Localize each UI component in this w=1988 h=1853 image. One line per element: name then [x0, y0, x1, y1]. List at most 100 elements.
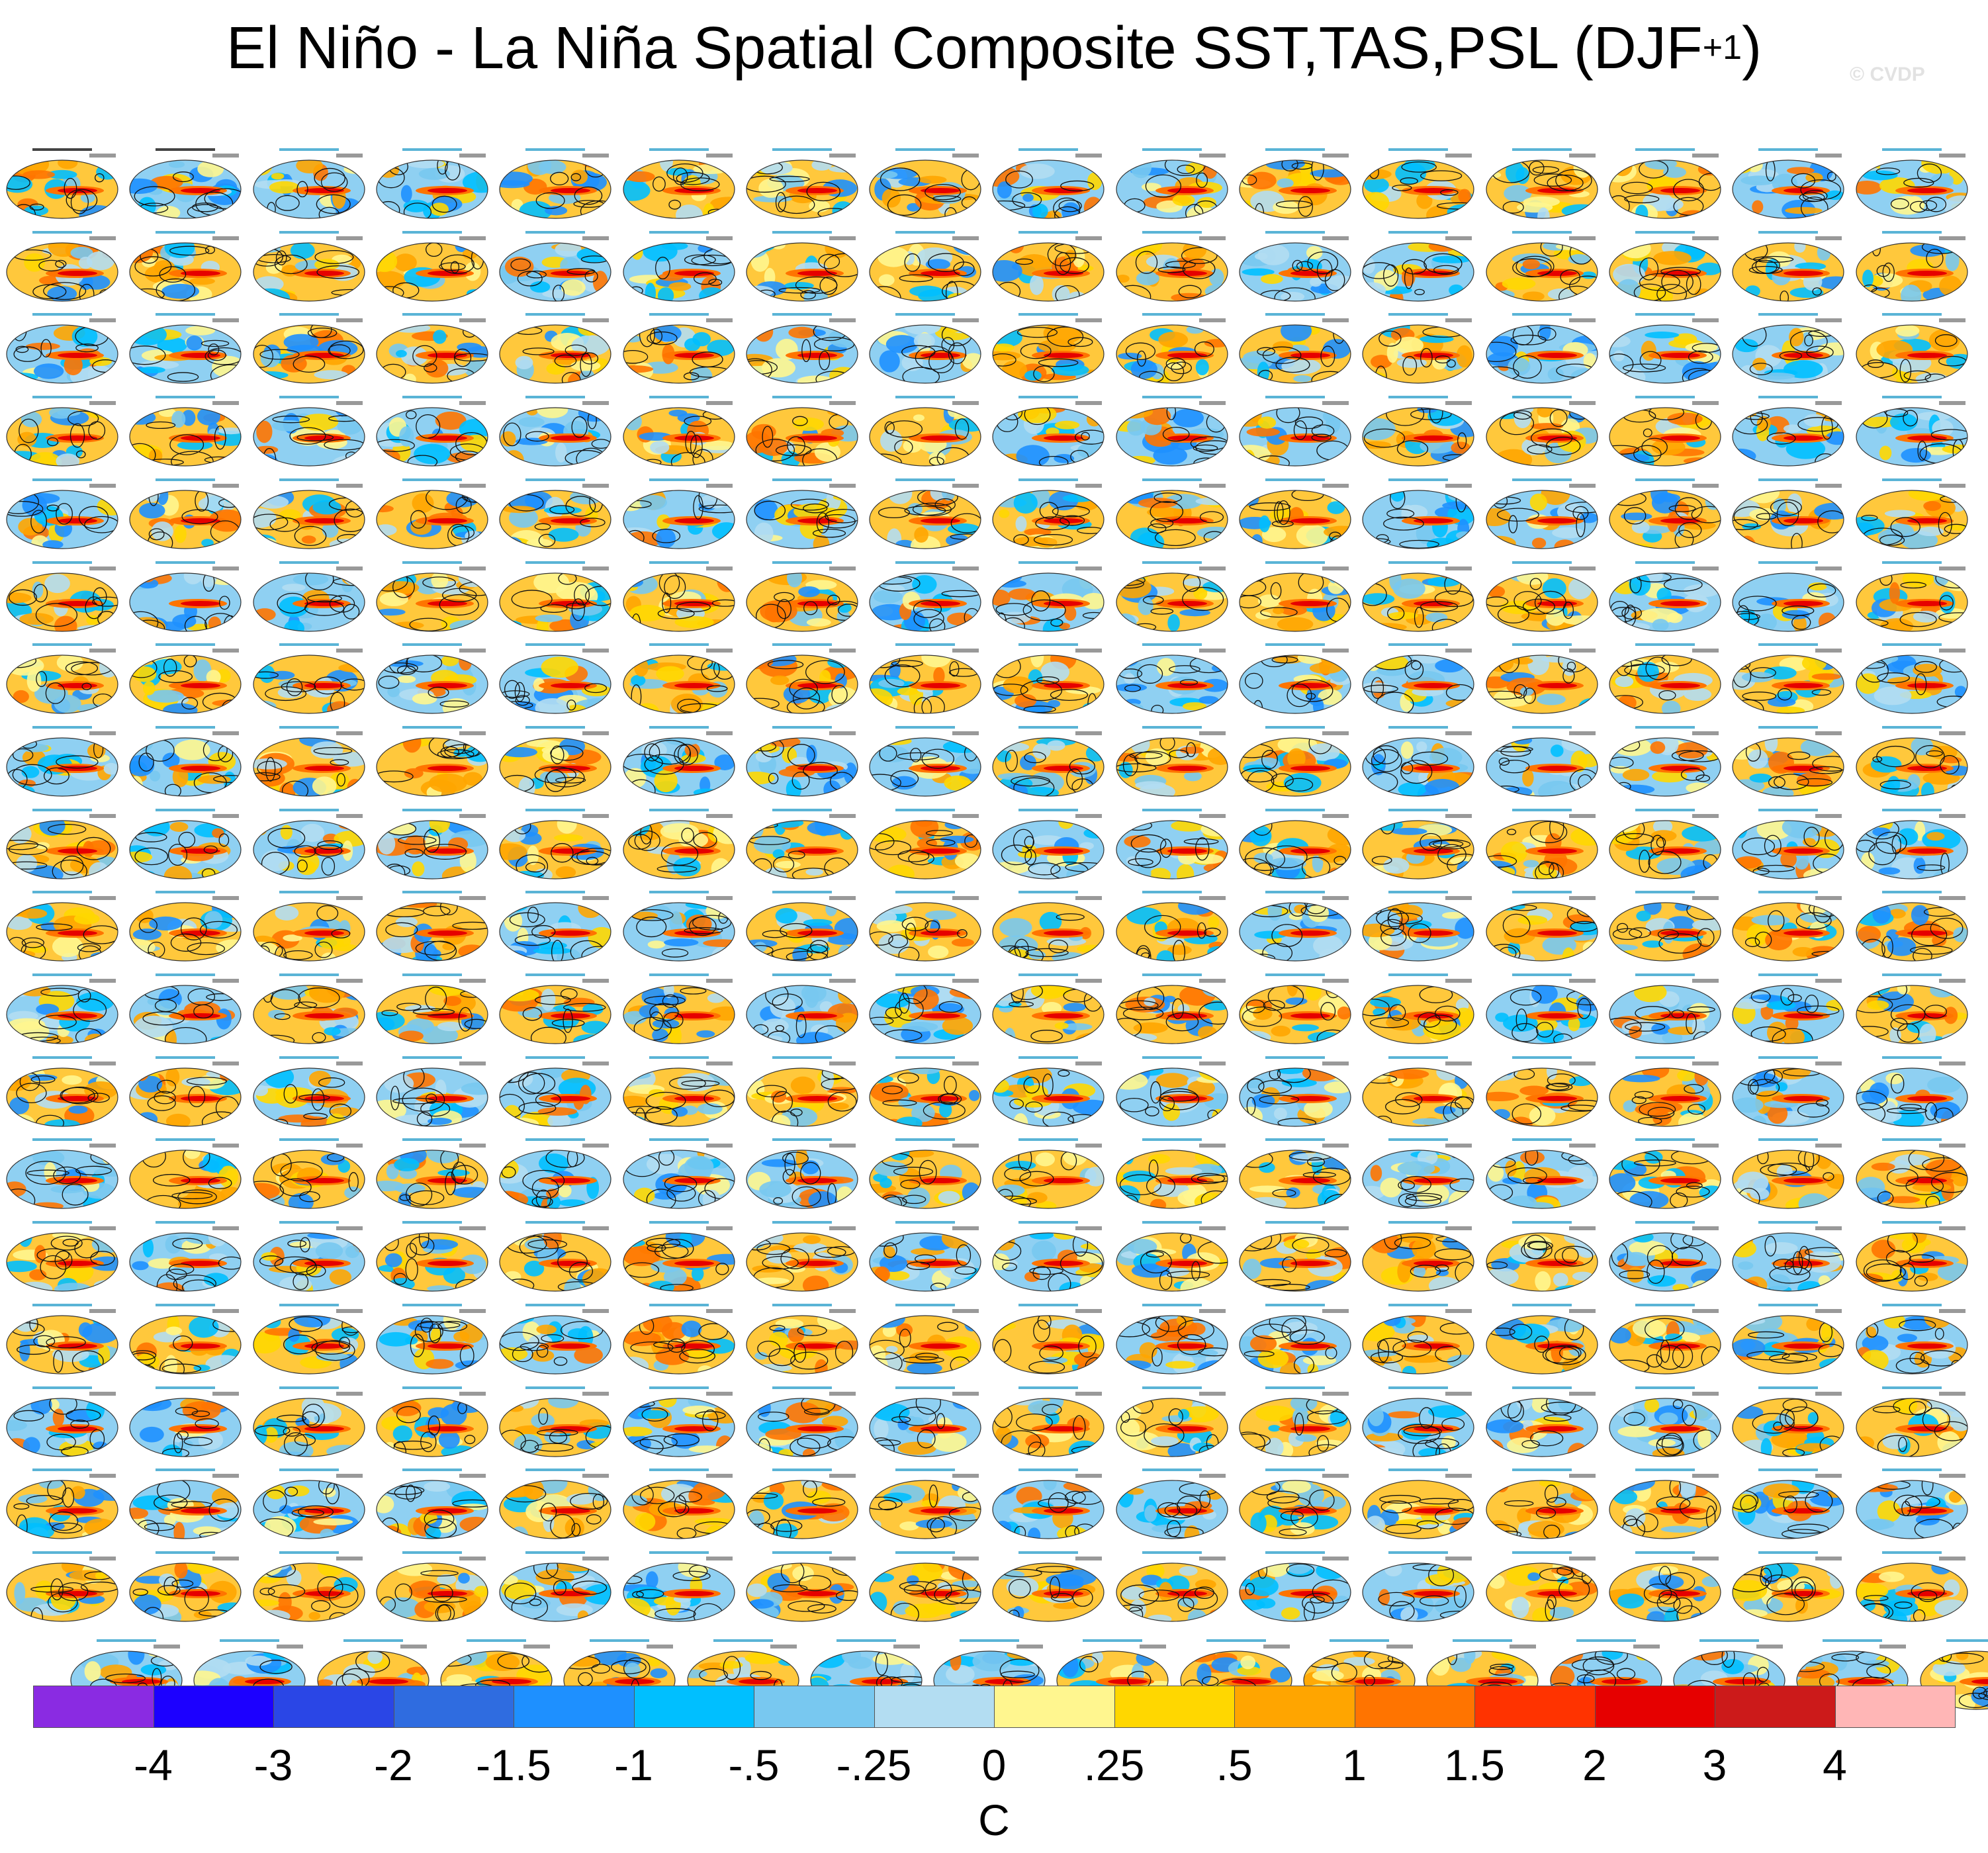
map-panel-outline [376, 242, 488, 302]
map-panel-svg [1485, 561, 1598, 632]
map-panel-stats [582, 979, 610, 983]
map-panel-svg [746, 808, 858, 880]
map-panel-stats [459, 1144, 486, 1148]
map-panel-title [1388, 973, 1449, 976]
map-panel-outline [1855, 324, 1968, 384]
map-panel-stats [1075, 896, 1103, 901]
map-panel-outline [6, 490, 118, 549]
map-panel-outline [1239, 1067, 1351, 1127]
map-panel-svg [376, 1056, 488, 1127]
map-panel [1485, 806, 1598, 884]
map-panel [376, 806, 488, 884]
map-panel-stats [459, 483, 486, 488]
map-panel-svg [1239, 313, 1351, 384]
map-panel-svg [1732, 973, 1844, 1044]
map-panel-outline [252, 1315, 365, 1375]
map-panel [376, 641, 488, 719]
map-panel-outline [992, 1397, 1105, 1457]
map-panel [746, 146, 858, 224]
map-panel-svg [992, 725, 1105, 797]
colorbar-box [754, 1686, 875, 1728]
map-panel [869, 641, 981, 719]
map-panel-outline [376, 902, 488, 962]
map-panel-title [156, 643, 216, 647]
map-panel-svg [1239, 1221, 1351, 1292]
map-panel-svg [1116, 725, 1228, 797]
colorbar-tick-label: 1.5 [1444, 1740, 1505, 1789]
map-panel-title [1330, 1639, 1389, 1642]
map-panel-outline [869, 819, 981, 880]
map-panel-title [402, 808, 462, 811]
map-panel-svg [869, 1469, 981, 1539]
map-panel [499, 888, 611, 966]
map-panel [376, 888, 488, 966]
map-panel-title [1265, 1386, 1325, 1389]
map-panel-svg [622, 1386, 735, 1457]
map-panel-stats [705, 1144, 733, 1148]
colorbar-tick-label: -2 [374, 1740, 413, 1789]
map-panel-outline [376, 159, 488, 219]
map-panel-outline [869, 737, 981, 797]
map-panel-title [895, 1303, 956, 1306]
map-panel-stats [1075, 979, 1103, 983]
map-panel-stats [1815, 813, 1842, 818]
colorbar-box [1594, 1686, 1715, 1728]
map-panel-svg [316, 1639, 429, 1710]
map-panel-stats [1445, 401, 1472, 406]
map-panel-outline [499, 242, 611, 302]
map-panel [1732, 1301, 1844, 1379]
map-panel-stats [582, 1226, 610, 1231]
map-panel-outline [499, 1397, 611, 1457]
map-panel-title [1265, 561, 1325, 564]
map-panel-svg [1116, 478, 1228, 549]
map-panel-title [525, 148, 586, 151]
map-panel-outline [1855, 572, 1968, 632]
map-panel-outline [1362, 242, 1474, 302]
map-panel-stats [1075, 1556, 1103, 1560]
map-panel-svg [1732, 808, 1844, 880]
map-panel-outline [1362, 324, 1474, 384]
map-panel-title [1635, 891, 1695, 894]
map-panel [499, 1466, 611, 1544]
map-panel-svg [6, 230, 118, 302]
map-panel [1855, 1301, 1968, 1379]
map-panel-stats [1198, 979, 1226, 983]
map-panel-title [1635, 1469, 1695, 1472]
map-panel-title [402, 1056, 462, 1059]
map-panel-stats [1198, 1061, 1226, 1065]
map-panel-stats [1938, 1391, 1965, 1396]
map-panel-outline [252, 572, 365, 632]
map-panel-stats [1815, 1308, 1842, 1313]
map-panel-outline [746, 737, 858, 797]
map-panel-stats [829, 154, 856, 158]
map-panel-svg [992, 148, 1105, 219]
map-panel [1116, 806, 1228, 884]
map-panel-svg [1855, 148, 1968, 219]
map-panel-svg [1239, 1551, 1351, 1622]
map-panel-stats [1815, 731, 1842, 735]
map-panel [129, 1384, 242, 1462]
map-panel-stats [582, 649, 610, 653]
map-panel-title [1635, 1386, 1695, 1389]
map-panel-svg [252, 891, 365, 962]
map-panel-outline [1362, 159, 1474, 219]
map-panel-stats [1938, 1226, 1965, 1231]
map-panel-svg [499, 148, 611, 219]
map-panel-title [1635, 396, 1695, 399]
map-panel [1239, 1301, 1351, 1379]
map-panel-stats [1568, 401, 1596, 406]
map-panel-outline [869, 572, 981, 632]
map-panel-stats [1075, 1061, 1103, 1065]
map-panel-title [1758, 725, 1819, 729]
map-panel-stats [1568, 1144, 1596, 1148]
map-panel [129, 1136, 242, 1214]
colorbar [33, 1686, 1956, 1729]
map-panel-stats [1322, 1308, 1349, 1313]
map-panel [252, 971, 365, 1049]
map-panel-stats [1938, 1556, 1965, 1560]
map-panel-title [772, 808, 832, 811]
map-panel-svg [746, 230, 858, 302]
map-panel-stats [1938, 483, 1965, 488]
map-panel-outline [129, 324, 242, 384]
map-panel-title [1388, 808, 1449, 811]
